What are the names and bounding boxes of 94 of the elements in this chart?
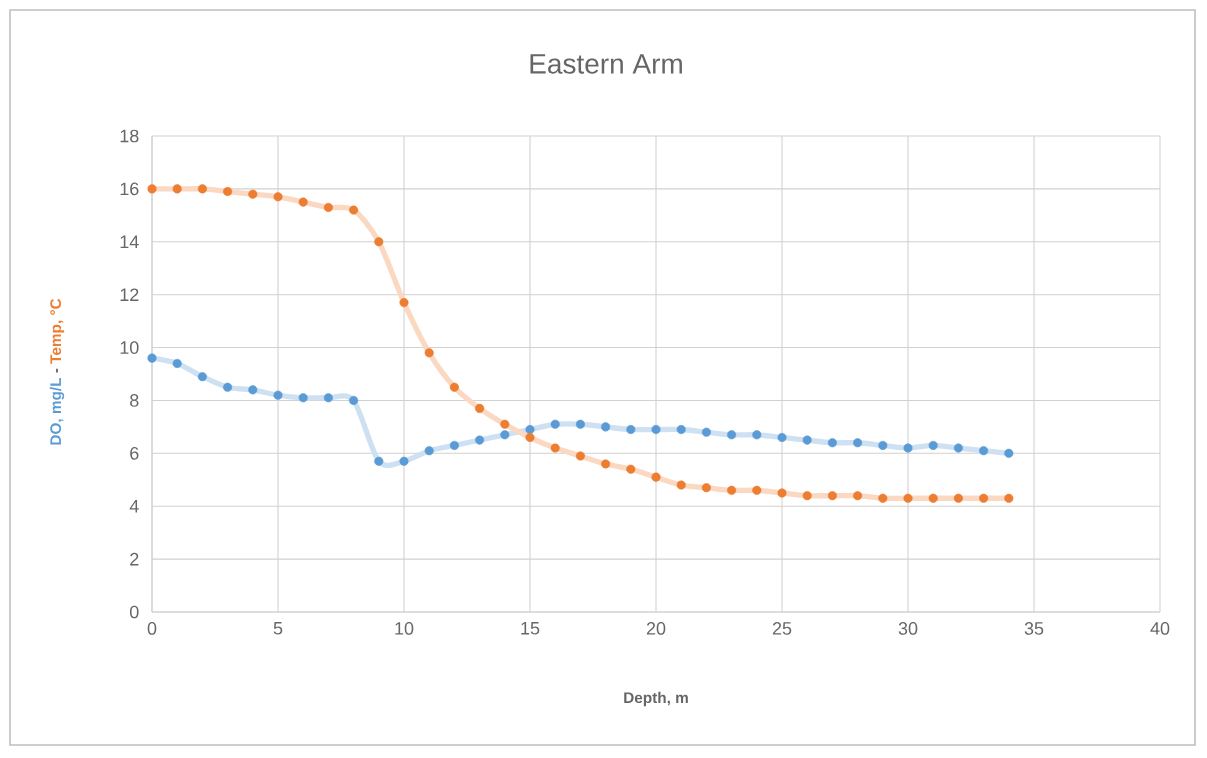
point	[298, 197, 308, 207]
point	[853, 491, 863, 501]
y-tick-label: 10	[120, 341, 139, 354]
point	[701, 483, 711, 493]
point	[903, 493, 913, 503]
y-tick-label: 6	[130, 446, 139, 460]
point	[802, 491, 812, 501]
x-tick-label: 40	[1150, 622, 1170, 635]
point	[223, 187, 233, 197]
point	[273, 390, 283, 400]
x-axis-title: Depth, m	[624, 691, 688, 707]
point	[374, 237, 384, 247]
point	[928, 440, 938, 450]
chart-title: Eastern Arm	[530, 54, 682, 74]
point	[273, 192, 283, 202]
point	[727, 485, 737, 495]
point	[1004, 493, 1014, 503]
point	[374, 456, 384, 466]
point	[651, 425, 661, 435]
x-tick-label: 20	[646, 622, 666, 635]
point	[424, 446, 434, 456]
point	[223, 382, 233, 392]
point	[172, 184, 182, 194]
x-tick-label: 15	[521, 622, 540, 635]
point	[827, 491, 837, 501]
point	[752, 485, 762, 495]
point	[525, 425, 535, 435]
point	[449, 382, 459, 392]
point	[575, 419, 585, 429]
point	[500, 430, 510, 440]
point	[147, 353, 157, 363]
point	[878, 493, 888, 503]
point	[197, 372, 207, 382]
point	[626, 425, 636, 435]
point	[323, 393, 333, 403]
point	[752, 430, 762, 440]
point	[500, 419, 510, 429]
point	[323, 202, 333, 212]
point	[399, 298, 409, 308]
point	[777, 488, 787, 498]
point	[197, 184, 207, 194]
y-tick-label: 18	[120, 129, 139, 143]
x-tick-label: 10	[395, 622, 414, 635]
point	[1004, 448, 1014, 458]
point	[626, 464, 636, 474]
point	[172, 358, 182, 368]
point	[449, 440, 459, 450]
point	[475, 435, 485, 445]
point	[651, 472, 661, 482]
point	[399, 456, 409, 466]
point	[349, 395, 359, 405]
x-tick-label: 0	[147, 622, 157, 635]
point	[903, 443, 913, 453]
point	[953, 443, 963, 453]
x-tick-label: 25	[772, 622, 792, 635]
point	[979, 493, 989, 503]
point	[701, 427, 711, 437]
point	[575, 451, 585, 461]
y-tick-label: 14	[120, 235, 139, 248]
y-tick-label: 8	[130, 394, 139, 407]
point	[550, 419, 560, 429]
point	[550, 443, 560, 453]
point	[601, 422, 611, 432]
point	[853, 438, 863, 448]
point	[147, 184, 157, 194]
y-tick-label: 0	[129, 605, 139, 619]
point	[928, 493, 938, 503]
point	[676, 425, 686, 435]
point	[248, 189, 258, 199]
point	[727, 430, 737, 440]
point	[827, 438, 837, 448]
point	[777, 432, 787, 442]
point	[248, 385, 258, 395]
text: Temp, °C	[50, 298, 65, 364]
point	[424, 348, 434, 358]
point	[802, 435, 812, 445]
y-tick-label: 16	[120, 182, 139, 196]
y-tick-label: 12	[120, 288, 139, 301]
point	[349, 205, 359, 215]
point	[298, 393, 308, 403]
x-tick-label: 30	[898, 622, 918, 635]
x-tick-label: 5	[273, 622, 283, 635]
point	[475, 403, 485, 413]
point	[878, 440, 888, 450]
text: DO, mg/L	[49, 377, 65, 445]
point	[979, 446, 989, 456]
y-tick-label: 2	[130, 552, 139, 566]
y-tick-label: 4	[129, 500, 139, 513]
point	[525, 432, 535, 442]
point	[953, 493, 963, 503]
x-tick-label: 35	[1024, 622, 1044, 635]
y-axis-title: -	[56, 368, 58, 373]
point	[601, 459, 611, 469]
point	[676, 480, 686, 490]
